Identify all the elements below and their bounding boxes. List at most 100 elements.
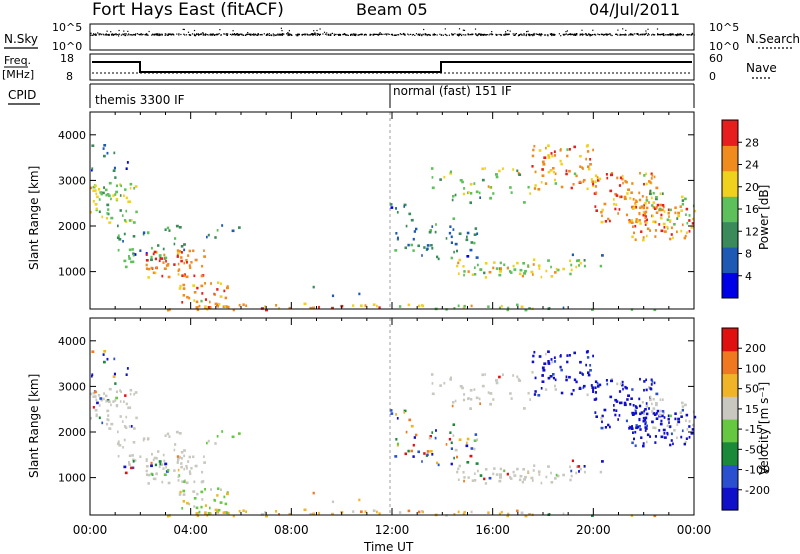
velocity-cell [454,448,458,452]
velocity-cell [167,481,171,485]
noise-point [515,33,517,35]
power-cell [691,222,694,225]
velocity-cell [668,421,670,424]
velocity-cell [645,402,648,405]
power-cell [123,259,127,263]
power-cell [644,215,647,218]
velocity-cell [186,501,189,505]
power-cell [655,206,658,209]
noise-point [142,33,144,35]
noise-point [323,31,326,33]
noise-point [427,34,429,36]
freq-left-tick-top: 18 [60,52,74,65]
noise-point [156,33,158,36]
noise-point [113,33,115,36]
velocity-cell [167,514,170,518]
power-cell [528,307,531,310]
colorbar-tick-label: -15 [745,423,763,436]
velocity-cell [188,455,191,459]
power-cell [600,220,604,224]
velocity-cell [157,450,160,453]
power-cell [474,227,478,230]
power-cell [278,307,280,310]
power-cell [548,156,551,159]
velocity-cell [692,423,695,427]
power-cell [538,267,541,270]
noise-point [91,34,94,36]
power-cell [629,197,632,200]
velocity-cell [203,461,206,464]
noise-point [242,34,245,36]
velocity-cell [245,510,248,513]
power-cell [688,214,691,217]
power-cell [655,196,658,199]
noise-point [360,33,362,35]
velocity-cell [470,447,474,450]
noise-point [208,34,210,36]
power-cell [585,157,587,161]
power-cell [220,282,222,285]
power-cell [632,198,635,201]
noise-point [314,34,316,36]
velocity-cell [190,467,193,470]
velocity-cell [177,475,180,479]
velocity-cell [532,469,535,472]
noise-point [287,33,289,35]
velocity-cell [640,411,644,414]
power-cell [674,206,677,209]
noise-point [617,29,619,31]
power-cell [518,173,522,176]
power-cell [630,308,634,311]
velocity-cell [559,365,562,369]
power-cell [516,261,519,265]
power-cell [462,306,465,310]
power-cell [481,167,484,171]
power-cell [573,145,576,149]
noise-point [583,33,585,35]
velocity-cell [531,360,535,364]
y-tick-label: 3000 [58,174,86,187]
power-cell [176,255,179,258]
power-cell [145,263,148,267]
noise-right-label: N.Search [746,32,800,46]
velocity-cell [216,435,219,438]
velocity-cell [110,403,112,407]
velocity-cell [677,417,680,421]
power-cell [404,246,407,250]
noise-point [432,33,434,36]
velocity-cell [629,403,632,406]
noise-point [424,33,426,35]
velocity-cell [118,444,122,447]
power-cell [527,185,530,189]
velocity-cell [569,478,572,482]
power-cell [201,292,204,295]
power-cell [686,221,689,225]
power-cell [224,305,228,308]
velocity-cell [108,427,112,430]
velocity-cell [603,408,607,412]
noise-point [271,34,273,37]
velocity-cell [126,367,129,370]
power-cell [592,182,595,186]
noise-point [661,33,663,36]
power-cell [364,304,367,307]
power-cell [592,148,594,152]
power-cell [204,282,206,285]
freq-right-tick-top: 60 [709,52,723,65]
noise-point [206,34,208,36]
noise-point [214,34,216,36]
power-cell [547,154,550,157]
power-cell [417,244,420,248]
power-cell [651,204,654,207]
noise-point [422,33,424,35]
power-cell [412,237,415,241]
velocity-cell [619,382,622,386]
velocity-cell [415,433,418,437]
power-cell [224,296,228,300]
noise-point [421,35,423,37]
velocity-cell [610,378,614,381]
velocity-cell [643,388,645,392]
velocity-cell [120,390,122,394]
